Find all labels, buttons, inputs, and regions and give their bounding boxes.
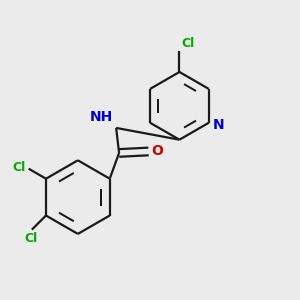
Text: N: N (213, 118, 224, 132)
Text: Cl: Cl (13, 161, 26, 175)
Text: O: O (152, 145, 163, 158)
Text: Cl: Cl (181, 37, 194, 50)
Text: NH: NH (90, 110, 113, 124)
Text: Cl: Cl (24, 232, 38, 245)
